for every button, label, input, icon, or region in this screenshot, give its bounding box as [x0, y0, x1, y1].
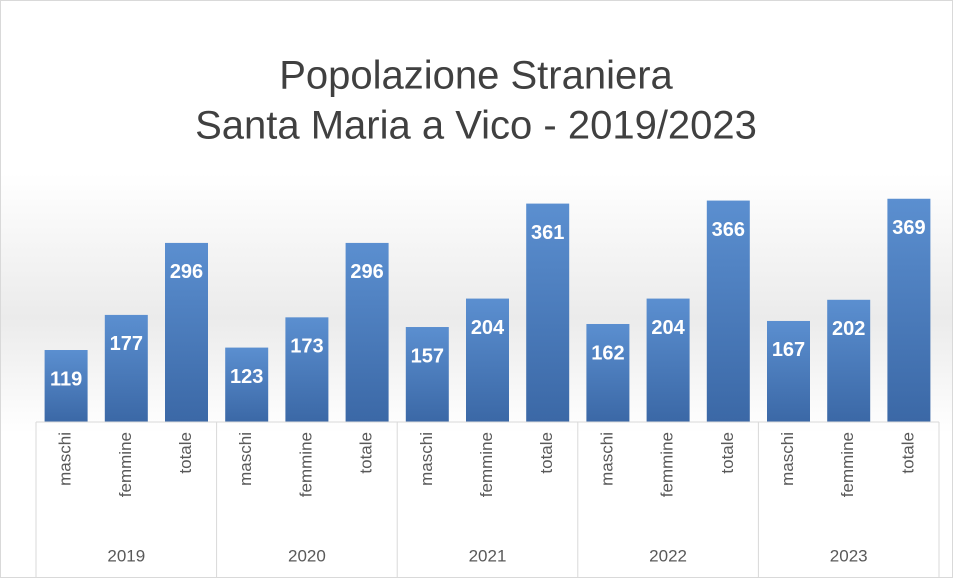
value-label: 173 [290, 336, 323, 358]
bar [225, 347, 269, 422]
x-tick-label: maschi [236, 432, 255, 486]
group-label: 2019 [107, 546, 145, 565]
x-tick-label: totale [176, 432, 195, 474]
bar [466, 298, 509, 422]
value-label: 204 [651, 317, 685, 339]
value-label: 204 [471, 317, 505, 339]
value-label: 162 [591, 342, 624, 364]
bar [165, 242, 208, 422]
bar [887, 198, 931, 422]
x-tick-label: totale [537, 432, 556, 474]
bar [405, 327, 449, 422]
x-tick-label: maschi [56, 432, 75, 486]
bar [285, 317, 329, 422]
bar [646, 298, 690, 422]
x-tick-label: femmine [116, 432, 135, 497]
bar [104, 314, 148, 422]
bar [586, 323, 630, 422]
bar [345, 242, 389, 422]
value-label: 177 [110, 333, 143, 355]
group-label: 2021 [469, 546, 507, 565]
value-label: 296 [170, 261, 203, 283]
group-label: 2020 [288, 546, 326, 565]
x-tick-label: totale [718, 432, 737, 474]
x-tick-label: maschi [597, 432, 616, 486]
bar [767, 320, 810, 422]
value-label: 366 [712, 219, 745, 241]
bar [827, 299, 871, 422]
x-tick-label: maschi [778, 432, 797, 486]
bar [706, 200, 750, 422]
x-tick-label: femmine [658, 432, 677, 497]
value-label: 119 [50, 368, 82, 390]
bar [526, 203, 570, 422]
chart-title: Santa Maria a Vico - 2019/2023 [195, 104, 757, 148]
bar [44, 350, 88, 422]
value-label: 202 [832, 318, 865, 340]
value-label: 369 [892, 217, 925, 239]
value-label: 157 [411, 345, 444, 367]
x-tick-label: femmine [477, 432, 496, 497]
group-label: 2022 [649, 546, 687, 565]
x-tick-label: femmine [296, 432, 315, 497]
value-label: 123 [230, 366, 263, 388]
value-label: 167 [772, 339, 805, 361]
x-tick-label: femmine [838, 432, 857, 497]
value-label: 361 [531, 222, 564, 244]
group-label: 2023 [830, 546, 868, 565]
value-label: 296 [350, 261, 383, 283]
chart-title: Popolazione Straniera [279, 54, 673, 98]
x-tick-label: maschi [417, 432, 436, 486]
x-tick-label: totale [357, 432, 376, 474]
x-tick-label: totale [898, 432, 917, 474]
